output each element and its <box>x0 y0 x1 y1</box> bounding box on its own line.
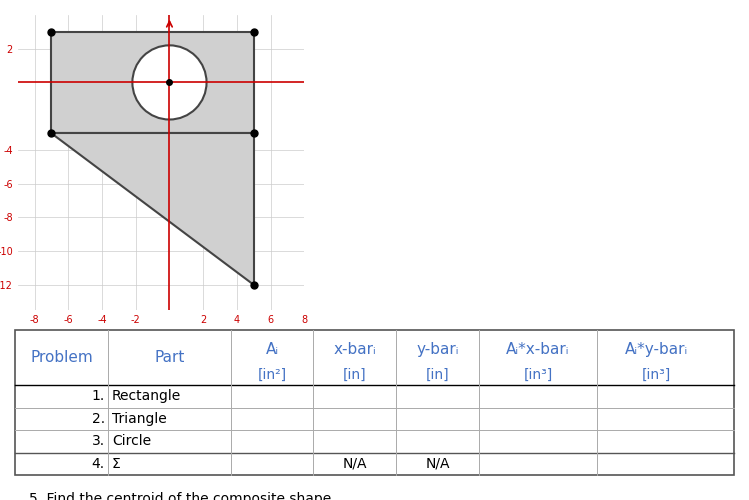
Text: y-barᵢ: y-barᵢ <box>416 342 458 356</box>
Text: 1.: 1. <box>91 390 105 404</box>
Text: Σ: Σ <box>112 457 121 471</box>
Text: Aᵢ*y-barᵢ: Aᵢ*y-barᵢ <box>625 342 688 356</box>
Text: Rectangle: Rectangle <box>112 390 181 404</box>
Text: 5. Find the centroid of the composite shape.: 5. Find the centroid of the composite sh… <box>29 492 336 500</box>
Text: Circle: Circle <box>112 434 151 448</box>
Text: Triangle: Triangle <box>112 412 167 426</box>
Polygon shape <box>52 133 254 284</box>
Text: [in³]: [in³] <box>642 368 671 382</box>
Text: x-barᵢ: x-barᵢ <box>333 342 376 356</box>
Text: Aᵢ*x-barᵢ: Aᵢ*x-barᵢ <box>506 342 570 356</box>
Text: N/A: N/A <box>342 457 367 471</box>
Text: Aᵢ: Aᵢ <box>265 342 279 356</box>
Text: [in]: [in] <box>425 368 449 382</box>
Text: N/A: N/A <box>425 457 449 471</box>
Text: [in²]: [in²] <box>258 368 287 382</box>
Text: [in³]: [in³] <box>524 368 553 382</box>
Polygon shape <box>52 32 254 133</box>
Text: 3.: 3. <box>91 434 105 448</box>
Text: 2.: 2. <box>91 412 105 426</box>
Circle shape <box>133 46 207 120</box>
Text: Part: Part <box>154 350 185 365</box>
Text: 4.: 4. <box>91 457 105 471</box>
Text: [in]: [in] <box>343 368 366 382</box>
Text: Problem: Problem <box>31 350 93 365</box>
